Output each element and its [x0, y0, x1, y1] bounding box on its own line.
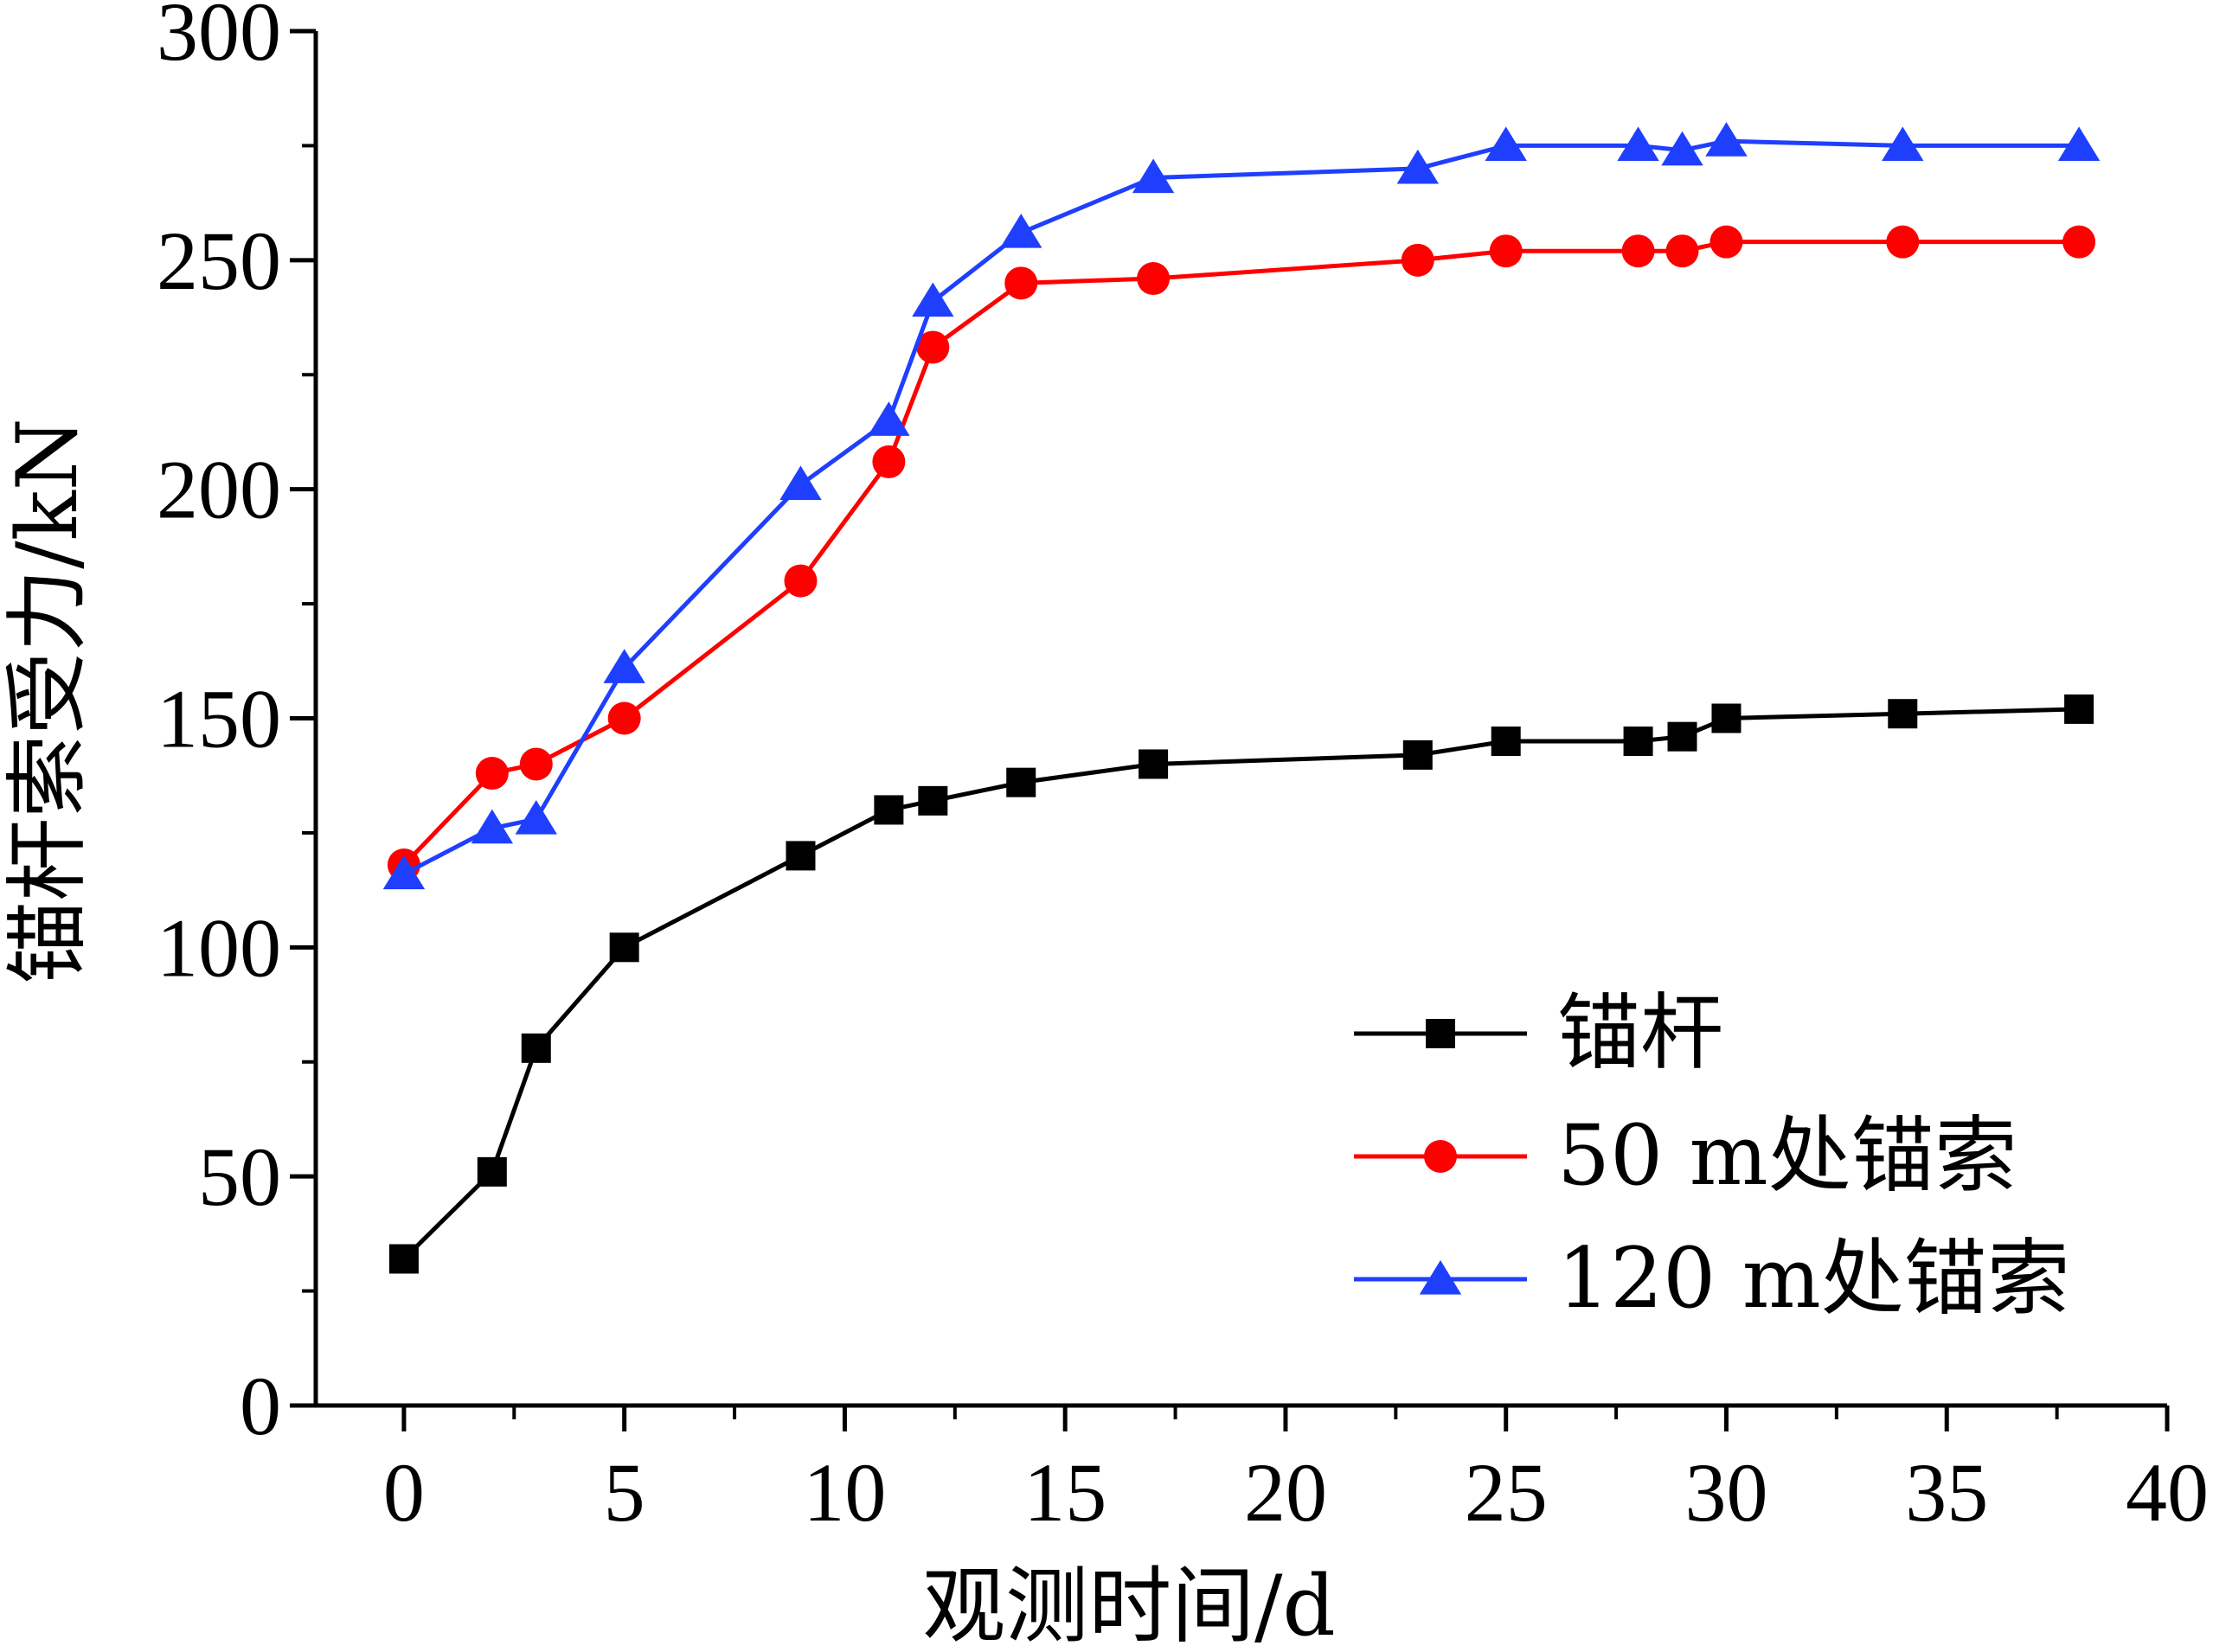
data-point: [1139, 749, 1169, 779]
data-point: [475, 757, 509, 791]
y-tick-label: 100: [157, 901, 281, 994]
data-point: [1711, 703, 1742, 733]
legend-marker: [1419, 1260, 1462, 1295]
x-tick-label: 15: [1023, 1446, 1106, 1539]
series-layer: [382, 122, 2101, 1274]
data-point: [1621, 234, 1655, 268]
data-point: [1886, 225, 1920, 259]
data-point: [2064, 694, 2094, 724]
data-point: [1402, 740, 1433, 770]
data-point: [1004, 266, 1038, 300]
x-tick-label: 5: [604, 1446, 645, 1539]
data-point: [603, 649, 645, 683]
x-tick-label: 30: [1684, 1446, 1767, 1539]
x-axis-title: 观测时间/d: [922, 1558, 1336, 1652]
x-tick-label: 0: [383, 1446, 425, 1539]
data-point: [1705, 122, 1748, 157]
data-point: [918, 785, 948, 816]
data-point: [868, 401, 910, 436]
data-point: [607, 701, 641, 735]
legend-marker: [1426, 1019, 1455, 1048]
y-tick-label: 250: [157, 215, 281, 307]
legend-label: 锚杆: [1557, 984, 1723, 1081]
data-point: [1882, 126, 1924, 162]
series-line: [402, 240, 2080, 867]
data-point: [2062, 225, 2096, 259]
x-tick-label: 20: [1244, 1446, 1327, 1539]
data-point: [1401, 243, 1434, 277]
data-point: [521, 1033, 551, 1063]
data-point: [1137, 262, 1171, 296]
legend-label: 120 m处锚索: [1557, 1230, 2070, 1327]
x-tick-label: 40: [2126, 1446, 2209, 1539]
y-tick-label: 0: [240, 1360, 281, 1452]
series-3: [382, 122, 2101, 890]
series-2: [387, 225, 2096, 881]
data-point: [515, 800, 557, 835]
legend-marker: [1424, 1140, 1457, 1173]
data-point: [1667, 721, 1697, 752]
y-tick-label: 150: [157, 673, 281, 765]
data-point: [519, 747, 553, 781]
data-point: [1000, 214, 1042, 248]
data-point: [786, 841, 816, 871]
legend-item: 锚杆: [1354, 984, 1723, 1081]
data-point: [784, 564, 818, 598]
data-point: [477, 1156, 507, 1187]
data-point: [388, 1244, 419, 1274]
data-point: [1665, 234, 1699, 268]
data-point: [1491, 726, 1521, 756]
axes: 0 5 10 15 20 25 30 35 40 0 50 100 150 200 250 300: [157, 0, 2209, 1539]
data-point: [471, 809, 514, 844]
legend: 锚杆 50 m处锚索 120 m处锚索: [1354, 984, 2070, 1327]
data-point: [1006, 767, 1036, 797]
data-point: [779, 465, 822, 500]
data-point: [2057, 126, 2101, 162]
data-point: [874, 795, 904, 825]
data-point: [1132, 158, 1175, 194]
legend-label: 50 m处锚索: [1557, 1107, 2017, 1204]
legend-item: 120 m处锚索: [1354, 1230, 2070, 1327]
data-point: [1888, 699, 1918, 729]
series-line: [402, 707, 2080, 1261]
x-tick-label: 35: [1905, 1446, 1988, 1539]
data-point: [1489, 234, 1523, 268]
y-tick-label: 300: [157, 0, 281, 78]
data-point: [872, 445, 906, 478]
data-point: [1709, 225, 1743, 259]
y-tick-label: 50: [198, 1130, 281, 1223]
data-point: [1617, 126, 1659, 162]
x-tick-label: 25: [1465, 1446, 1548, 1539]
data-point: [916, 330, 950, 364]
data-point: [609, 932, 639, 963]
data-point: [382, 855, 426, 890]
data-point: [1485, 126, 1527, 162]
x-tick-label: 10: [803, 1446, 886, 1539]
y-tick-label: 200: [157, 444, 281, 536]
data-point: [1396, 149, 1440, 184]
data-point: [1661, 131, 1703, 166]
data-point: [1623, 726, 1653, 756]
series-1: [388, 694, 2094, 1274]
legend-item: 50 m处锚索: [1354, 1107, 2017, 1204]
series-line: [402, 138, 2080, 876]
y-axis-title: 锚杆索受力/kN: [0, 418, 96, 984]
data-point: [912, 282, 954, 317]
